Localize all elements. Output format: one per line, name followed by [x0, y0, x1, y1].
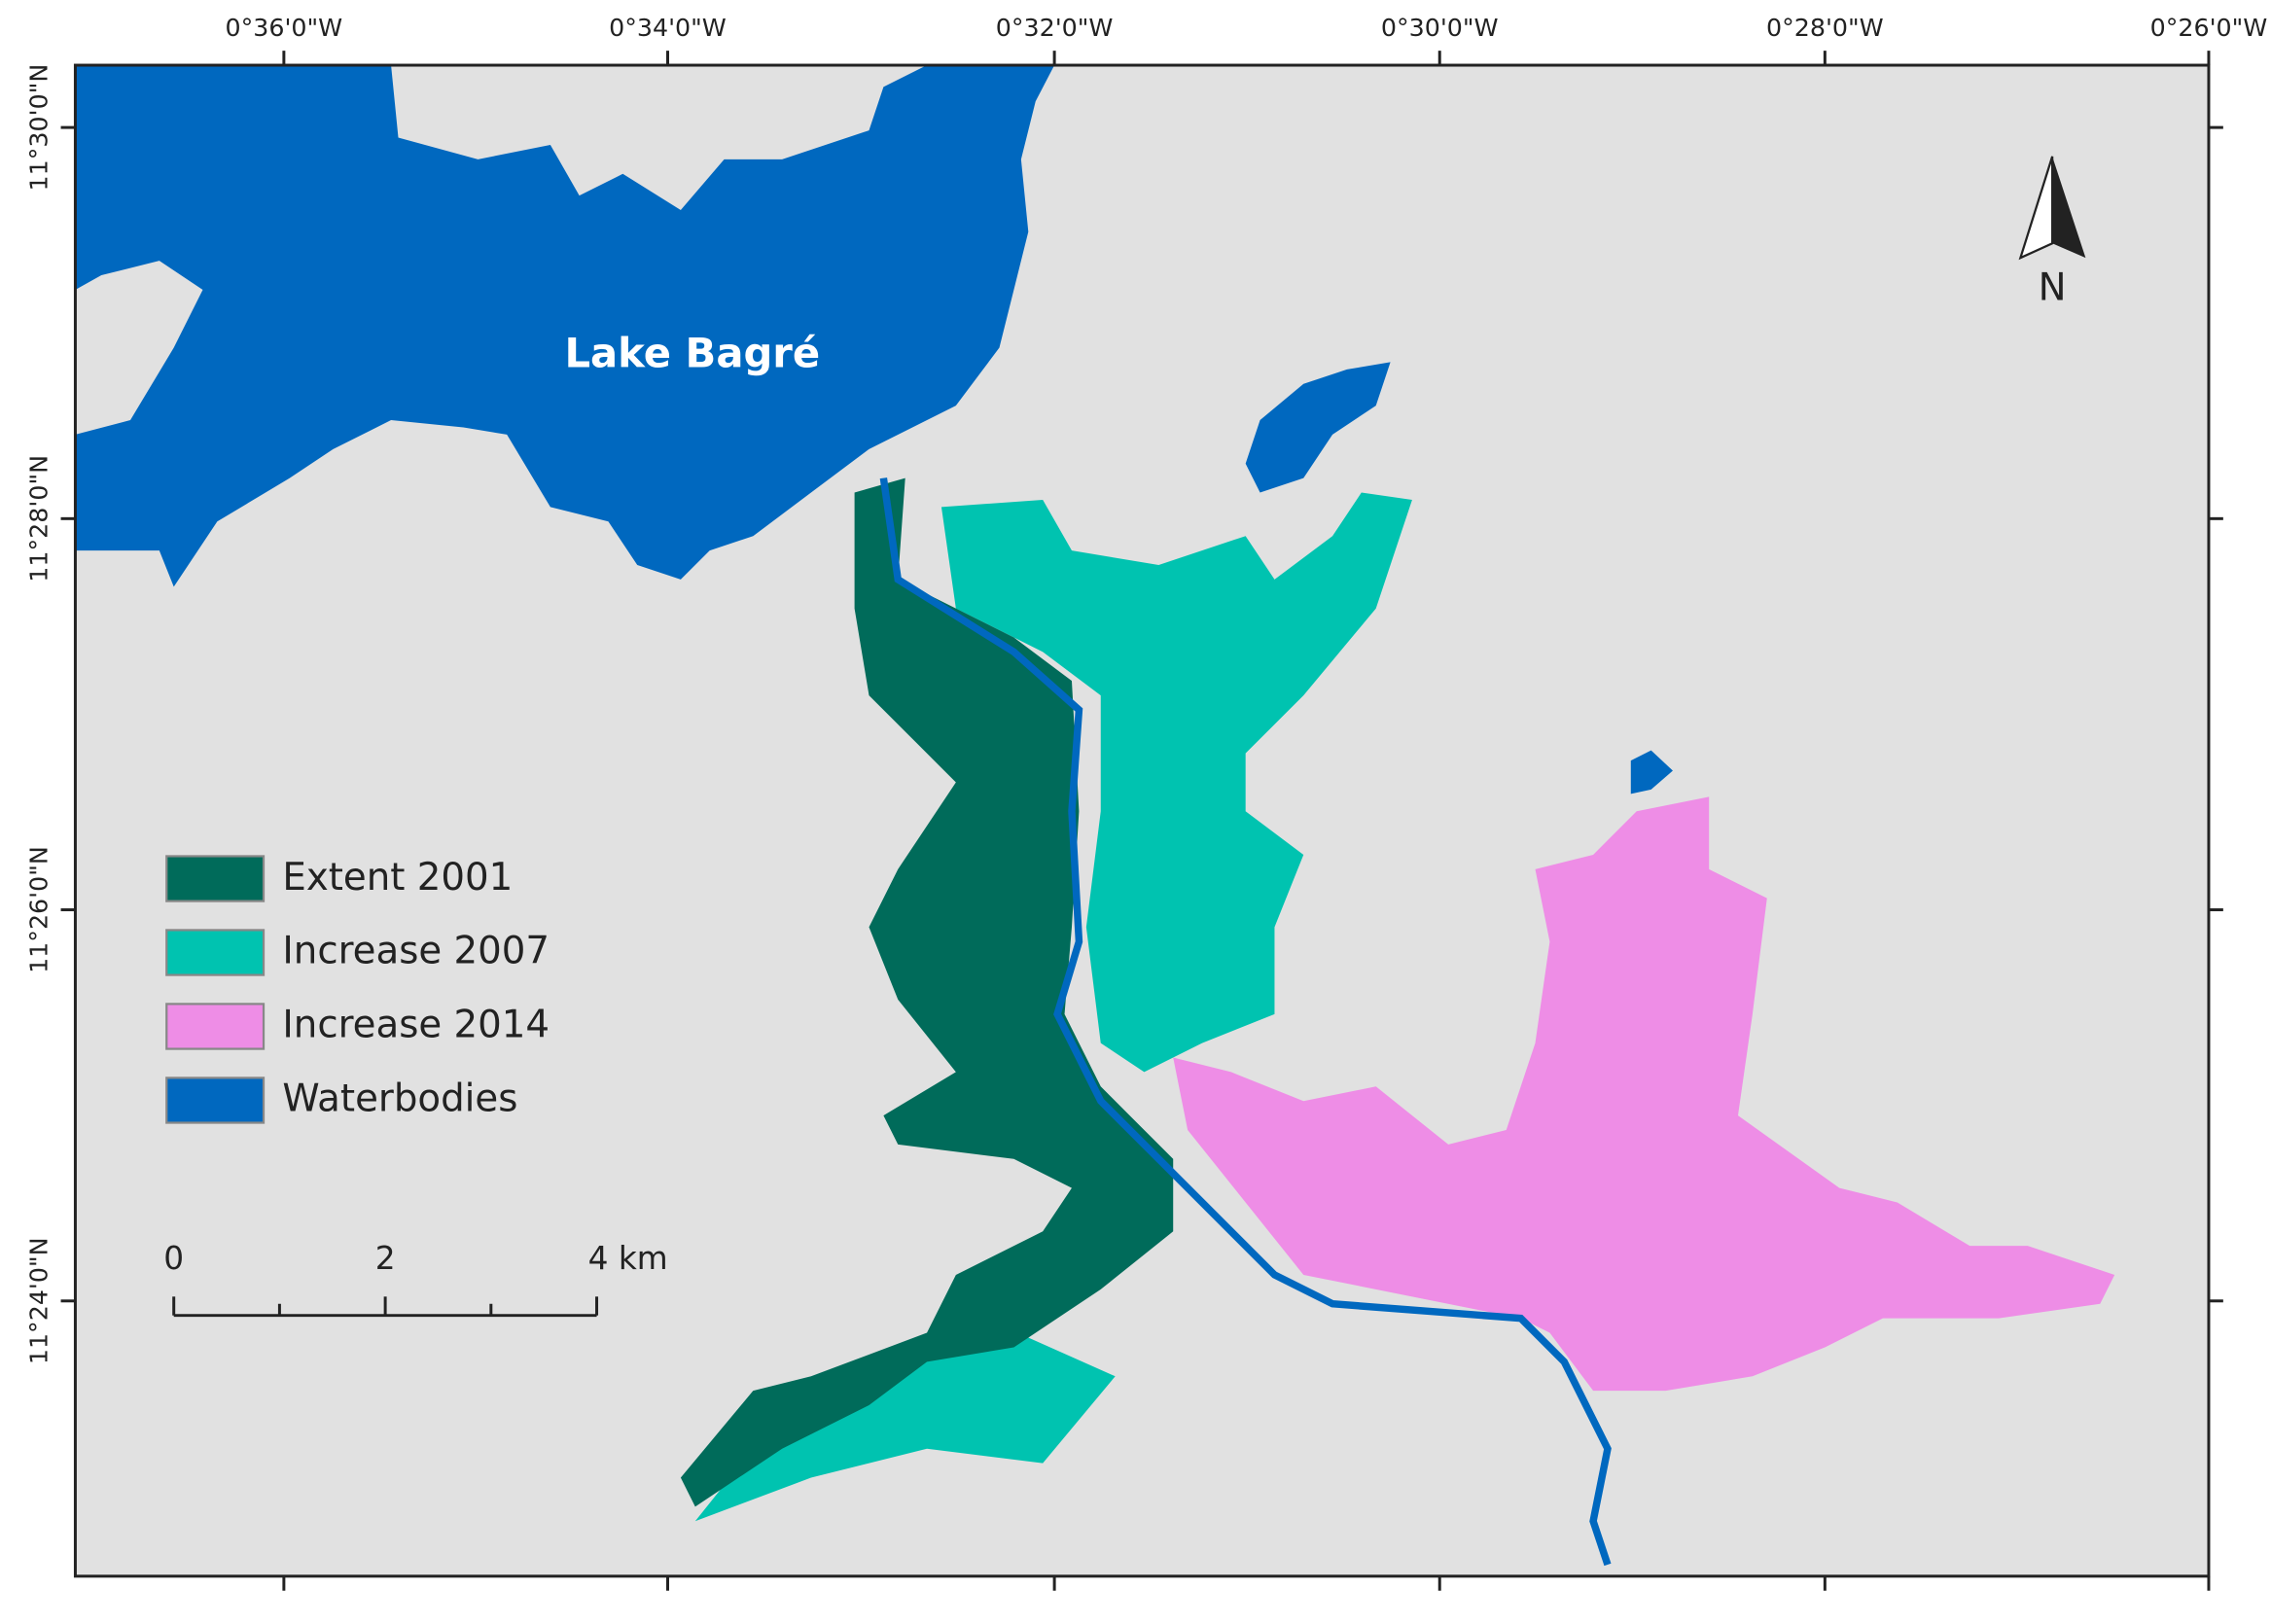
lake-label: Lake Bagré — [565, 329, 821, 376]
x-graticule-label: 0°36'0"W — [226, 13, 343, 42]
legend-label: Increase 2007 — [282, 930, 550, 973]
legend-label: Extent 2001 — [282, 856, 513, 900]
small-lake — [1630, 750, 1673, 794]
x-graticule-label: 0°34'0"W — [609, 13, 727, 42]
y-graticule-label: 11°28'0"N — [24, 455, 53, 583]
increase-2007-area — [694, 1318, 1116, 1522]
legend-swatch — [165, 855, 266, 902]
scale-label: 2 — [375, 1240, 396, 1277]
scale-bar: 0 2 4 km — [163, 1240, 668, 1318]
scale-label: 0 — [163, 1240, 184, 1277]
x-graticule-label: 0°26'0"W — [2150, 13, 2268, 42]
y-graticule-label: 11°30'0"N — [24, 64, 53, 192]
x-graticule-label: 0°30'0"W — [1381, 13, 1499, 42]
increase-2007-area — [940, 492, 1412, 1073]
river — [879, 477, 1612, 1567]
land-cover — [75, 65, 2115, 1567]
y-graticule-label: 11°24'0"N — [24, 1237, 53, 1364]
north-label: N — [2039, 265, 2067, 309]
x-graticule-label: 0°28'0"W — [1766, 13, 1884, 42]
small-lake — [1245, 362, 1391, 493]
legend-swatch — [165, 929, 266, 976]
lake — [75, 65, 1055, 587]
x-graticule-label: 0°32'0"W — [996, 13, 1114, 42]
legend-label: Waterbodies — [282, 1077, 517, 1121]
legend-label: Increase 2014 — [282, 1004, 550, 1047]
extent-2001-area — [680, 477, 1174, 1507]
y-graticule-label: 11°26'0"N — [24, 846, 53, 973]
scale-label: 4 km — [588, 1240, 668, 1277]
map-frame — [73, 63, 2211, 1578]
increase-2014-area — [1173, 796, 2115, 1392]
legend-swatch — [165, 1003, 266, 1050]
legend-swatch — [165, 1077, 266, 1124]
